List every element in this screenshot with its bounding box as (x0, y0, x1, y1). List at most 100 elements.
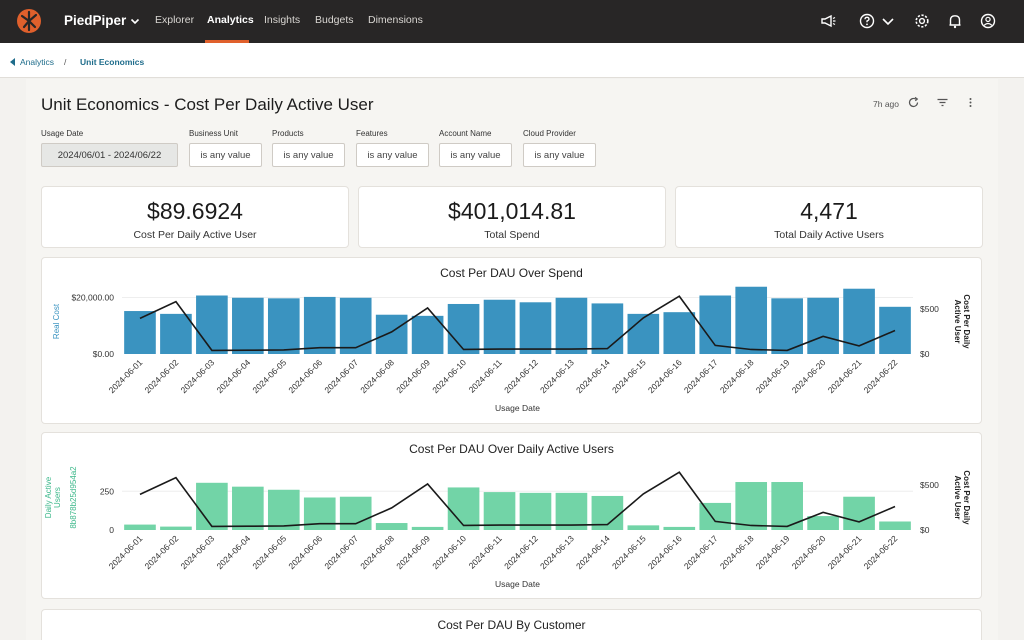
y2-tick-label: $500 (920, 480, 939, 490)
chevron-left-icon (10, 58, 15, 66)
filter-products[interactable]: is any value (272, 143, 345, 167)
x-tick-label: 2024-06-22 (862, 357, 900, 395)
chart-bar (196, 295, 228, 354)
chart-bar (843, 496, 875, 530)
bell-icon[interactable] (945, 11, 965, 31)
y2-tick-label: $500 (920, 304, 939, 314)
active-nav-indicator (205, 40, 249, 43)
gear-icon[interactable] (912, 11, 932, 31)
chart-bar (591, 303, 624, 354)
filter-account-name[interactable]: is any value (439, 143, 512, 167)
breadcrumb-current[interactable]: Unit Economics (80, 57, 145, 67)
x-tick-label: 2024-06-14 (574, 357, 612, 395)
chart-bar (483, 492, 516, 530)
chart-bar (879, 521, 911, 530)
chart-bar (411, 315, 444, 354)
x-tick-label: 2024-06-11 (467, 533, 505, 571)
chevron-down-icon[interactable] (878, 11, 898, 31)
top-nav-bar: PiedPiper Explorer Analytics Insights Bu… (0, 0, 1024, 43)
nav-analytics[interactable]: Analytics (207, 14, 254, 26)
chart-bar (196, 482, 228, 530)
breadcrumb-analytics[interactable]: Analytics (20, 57, 55, 67)
filter-label-products: Products (272, 129, 304, 138)
chart-bar (519, 302, 552, 354)
x-tick-label: 2024-06-22 (862, 533, 900, 571)
chart-bar (339, 297, 372, 354)
chart-title: Cost Per DAU Over Spend (440, 266, 583, 280)
x-tick-label: 2024-06-06 (286, 357, 324, 395)
kpi-label: Cost Per Daily Active User (133, 229, 257, 241)
x-tick-label: 2024-06-12 (502, 357, 540, 395)
chart-bar (735, 482, 768, 530)
chart-bar (411, 526, 444, 530)
nav-dimensions[interactable]: Dimensions (368, 14, 423, 26)
page-title: Unit Economics - Cost Per Daily Active U… (41, 95, 374, 114)
user-icon[interactable] (978, 11, 998, 31)
chart-bar (555, 492, 588, 530)
help-icon[interactable] (857, 11, 877, 31)
filter-business-unit[interactable]: is any value (189, 143, 262, 167)
x-tick-label: 2024-06-16 (646, 357, 684, 395)
chart-bar (663, 312, 696, 354)
x-tick-label: 2024-06-20 (790, 357, 828, 395)
x-tick-label: 2024-06-07 (322, 533, 360, 571)
x-tick-label: 2024-06-09 (394, 357, 432, 395)
chart-bar (771, 298, 803, 354)
y-tick-label: $20,000.00 (71, 292, 114, 302)
breadcrumb: Analytics / Unit Economics (0, 43, 1024, 78)
filter-cloud-provider[interactable]: is any value (523, 143, 596, 167)
x-tick-label: 2024-06-04 (214, 357, 252, 395)
x-tick-label: 2024-06-09 (394, 533, 432, 571)
x-tick-label: 2024-06-05 (250, 357, 288, 395)
x-tick-label: 2024-06-13 (538, 533, 576, 571)
kpi-cost-per-dau: $89.6924 Cost Per Daily Active User (41, 186, 349, 248)
y-axis-sublabel: 8b878b25d954a2 (69, 466, 78, 529)
x-tick-label: 2024-06-17 (682, 357, 720, 395)
filter-label-business-unit: Business Unit (189, 129, 238, 138)
filter-label-features: Features (356, 129, 388, 138)
nav-budgets[interactable]: Budgets (315, 14, 354, 26)
y-axis-label: Real Cost (52, 303, 61, 339)
y2-axis-label: Cost Per DailyActive User (953, 470, 971, 525)
kpi-total-spend: $401,014.81 Total Spend (358, 186, 666, 248)
nav-explorer[interactable]: Explorer (155, 14, 195, 26)
y2-tick-label: $0 (920, 525, 930, 535)
y-axis-label-line: Users (53, 487, 62, 508)
x-tick-label: 2024-06-07 (322, 357, 360, 395)
x-tick-label: 2024-06-06 (286, 533, 324, 571)
chart-bar (447, 303, 480, 354)
kpi-label: Total Daily Active Users (774, 229, 884, 241)
x-tick-label: 2024-06-03 (178, 533, 216, 571)
more-vertical-icon[interactable] (964, 96, 977, 109)
kpi-label: Total Spend (484, 229, 540, 241)
filter-usage-date[interactable]: 2024/06/01 - 2024/06/22 (41, 143, 178, 167)
x-tick-label: 2024-06-16 (646, 533, 684, 571)
y-axis-label-line: Daily Active (44, 476, 53, 518)
y-tick-label: $0.00 (93, 349, 115, 359)
chart-bar (303, 296, 336, 354)
filter-features[interactable]: is any value (356, 143, 429, 167)
chart-line-series (139, 295, 896, 352)
x-tick-label: 2024-06-19 (754, 533, 792, 571)
x-tick-label: 2024-06-01 (107, 533, 145, 571)
chart-bar (267, 489, 300, 530)
refresh-icon[interactable] (907, 96, 920, 109)
piedpiper-logo-icon[interactable] (16, 8, 42, 34)
filter-label-account-name: Account Name (439, 129, 492, 138)
chart-bar (267, 298, 300, 354)
chart-bar (879, 306, 911, 354)
x-tick-label: 2024-06-03 (178, 357, 216, 395)
y2-axis-label-line: Cost Per Daily (962, 470, 971, 525)
x-tick-label: 2024-06-04 (214, 533, 252, 571)
x-tick-label: 2024-06-20 (790, 533, 828, 571)
x-tick-label: 2024-06-21 (826, 533, 864, 571)
brand-switcher[interactable]: PiedPiper (64, 13, 140, 28)
x-tick-label: 2024-06-02 (143, 533, 181, 571)
y-axis-label: Daily ActiveUsers (44, 476, 62, 518)
chart-bar (807, 516, 839, 530)
chart-bar (447, 487, 480, 530)
filter-icon[interactable] (936, 96, 949, 109)
nav-insights[interactable]: Insights (264, 14, 301, 26)
megaphone-icon[interactable] (818, 11, 838, 31)
chart-bar (627, 525, 660, 530)
